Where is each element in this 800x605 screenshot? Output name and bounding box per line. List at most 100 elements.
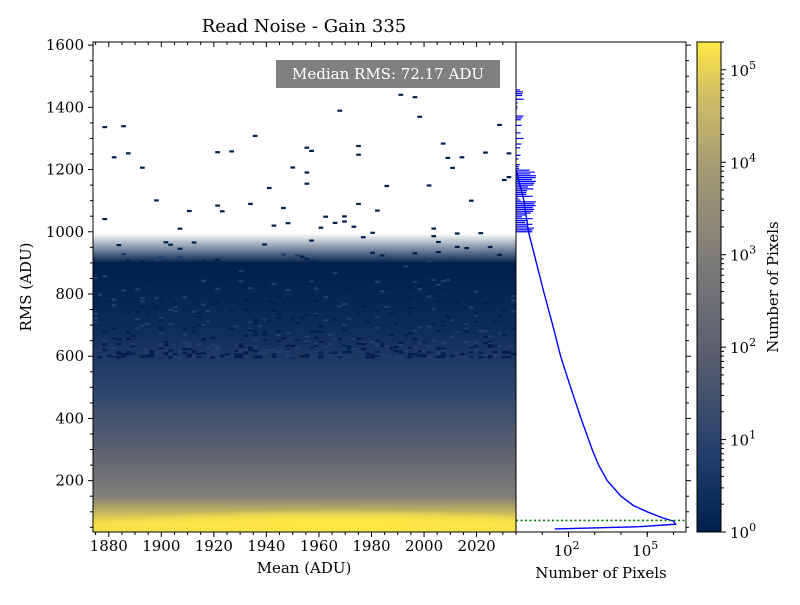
- heatmap-bin: [271, 302, 277, 305]
- heatmap-bin: [125, 332, 131, 335]
- heatmap-bin: [487, 344, 493, 347]
- rms-histogram-panel: 102 105: [515, 41, 691, 560]
- heatmap-bin: [412, 338, 418, 341]
- heatmap-bin: [201, 279, 206, 282]
- heatmap-bin: [187, 347, 192, 351]
- heatmap-bin: [304, 171, 310, 174]
- heatmap-bin: [121, 289, 126, 292]
- heatmap-bin: [266, 320, 272, 323]
- heatmap-bin: [450, 166, 455, 169]
- x-tick-label: 1920: [195, 537, 233, 555]
- heatmap-bin: [262, 349, 267, 352]
- x-tick-label: 2020: [457, 537, 495, 555]
- heatmap-bin: [224, 355, 230, 358]
- heatmap-bin: [252, 330, 258, 334]
- heatmap-bin: [191, 356, 197, 359]
- heatmap-bin: [304, 182, 310, 185]
- heatmap-bin: [111, 304, 117, 307]
- heatmap-y-ticks: 200 400 600 800 1000 1200 1400 1600: [46, 36, 93, 528]
- heatmap-bin: [365, 355, 371, 358]
- heatmap-bin: [370, 251, 375, 254]
- heatmap-bin: [356, 337, 361, 340]
- heatmap-bin: [210, 344, 216, 347]
- heatmap-bin: [511, 327, 516, 330]
- heatmap-bin: [412, 96, 418, 99]
- heatmap-bin: [257, 352, 263, 355]
- heatmap-bin: [473, 311, 479, 314]
- heatmap-bin: [487, 356, 493, 359]
- heatmap-bin: [262, 339, 267, 342]
- heatmap-bin: [144, 280, 150, 283]
- heatmap-bin: [111, 327, 117, 330]
- heatmap-bin: [497, 253, 502, 256]
- heatmap-bin: [389, 347, 394, 350]
- heatmap-bin: [135, 310, 140, 313]
- heatmap-bin: [483, 341, 488, 345]
- heatmap-bin: [111, 298, 117, 301]
- heatmap-bin: [375, 343, 380, 346]
- heatmap-bin: [243, 354, 249, 357]
- heatmap-bin: [337, 305, 343, 308]
- heatmap-bin: [248, 346, 253, 349]
- heatmap-bin: [337, 355, 343, 358]
- heatmap-bin: [454, 356, 460, 359]
- heatmap-x-ticks: 1880 1900 1920 1940 1960 1980 2000 2020: [90, 42, 517, 555]
- heatmap-bin: [497, 123, 502, 126]
- heatmap-bin: [144, 351, 150, 354]
- heatmap-bin: [196, 311, 202, 314]
- heatmap-bin: [450, 354, 455, 357]
- heatmap-bin: [384, 287, 390, 290]
- heatmap-bin: [238, 275, 244, 278]
- heatmap-bin: [290, 315, 296, 318]
- heatmap-bin: [276, 316, 281, 319]
- heatmap-bin: [158, 319, 164, 322]
- heatmap-bin: [252, 134, 258, 137]
- heatmap-bin: [337, 109, 343, 112]
- heatmap-bin: [501, 351, 507, 354]
- median-rms-annotation: Median RMS: 72.17 ADU: [276, 60, 500, 88]
- heatmap-sparse-bins: [93, 93, 516, 359]
- heatmap-bin: [492, 353, 498, 356]
- heatmap-bin: [304, 146, 310, 149]
- heatmap-bin: [328, 354, 333, 357]
- heatmap-bin: [111, 347, 117, 350]
- heatmap-bin: [182, 348, 187, 351]
- heatmap-bin: [351, 338, 357, 341]
- heatmap-bin: [238, 343, 244, 346]
- x-tick-label: 2000: [405, 537, 443, 555]
- y-tick-label: 200: [55, 472, 84, 490]
- heatmap-bin: [332, 271, 338, 275]
- heatmap-bin: [469, 351, 474, 354]
- heatmap-bin: [215, 287, 220, 290]
- histogram-frame: [515, 41, 687, 533]
- heatmap-bin: [473, 350, 479, 353]
- heatmap-bin: [201, 354, 206, 357]
- x-tick-label: 1980: [352, 537, 390, 555]
- heatmap-bin: [398, 344, 404, 347]
- heatmap-bin: [398, 93, 404, 96]
- heatmap-bin: [285, 348, 291, 351]
- heatmap-bin: [492, 344, 498, 347]
- heatmap-bin: [295, 321, 300, 324]
- heatmap-bin: [177, 247, 183, 250]
- heatmap-bin: [360, 305, 366, 308]
- heatmap-bin: [431, 227, 437, 230]
- heatmap-bin: [281, 301, 286, 304]
- heatmap-bin: [215, 151, 220, 154]
- heatmap-bin: [177, 350, 183, 353]
- heatmap-bin: [501, 309, 507, 312]
- heatmap-bin: [285, 344, 291, 347]
- heatmap-bin: [417, 284, 422, 287]
- heatmap-bin: [313, 344, 319, 347]
- heatmap-bin: [97, 356, 103, 359]
- heatmap-bin: [102, 339, 108, 342]
- heatmap-bin: [360, 347, 366, 350]
- heatmap-bin: [346, 350, 352, 354]
- heatmap-bin: [295, 266, 300, 269]
- heatmap-bin: [172, 310, 178, 313]
- heatmap-bin: [483, 151, 488, 154]
- colorbar: 100 101 102 103 104 105: [696, 41, 756, 542]
- heatmap-bin: [445, 316, 451, 319]
- heatmap-bin: [506, 344, 512, 348]
- heatmap-bin: [168, 308, 173, 311]
